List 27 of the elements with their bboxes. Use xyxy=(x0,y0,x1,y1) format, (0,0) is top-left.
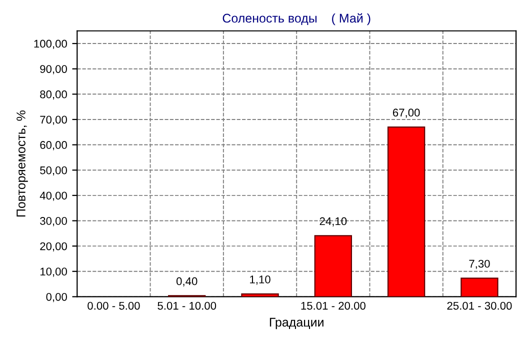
y-tick-label: 70,00 xyxy=(40,116,67,125)
y-tick-label: 0,00 xyxy=(46,292,67,302)
y-tick-label: 50,00 xyxy=(40,166,67,176)
data-label: 0,40 xyxy=(176,277,198,286)
bar xyxy=(314,235,352,297)
bar xyxy=(241,293,279,297)
y-tick-label: 90,00 xyxy=(40,65,67,74)
x-tick-label: 5.01 - 10.00 xyxy=(158,302,216,310)
data-label: 24,10 xyxy=(320,217,347,226)
y-tick-label: 30,00 xyxy=(40,217,67,226)
y-axis-title: Повторяемость, % xyxy=(16,110,28,216)
bar xyxy=(387,126,426,297)
y-tick-label: 100,00 xyxy=(34,40,67,49)
x-tick-label: 0.00 - 5.00 xyxy=(88,302,140,310)
x-tick-label: 25.01 - 30.00 xyxy=(447,302,512,310)
y-tick-label: 40,00 xyxy=(40,192,67,201)
data-label: 67,00 xyxy=(392,108,420,118)
chart-title: Соленость воды ( Май ) xyxy=(222,13,370,26)
y-tick-label: 20,00 xyxy=(40,242,67,252)
x-axis-title: Градации xyxy=(270,318,324,330)
bar xyxy=(460,278,498,297)
data-label: 7,30 xyxy=(469,260,490,269)
y-tick-label: 80,00 xyxy=(40,90,67,100)
y-tick-label: 60,00 xyxy=(40,141,67,150)
data-label: 1,10 xyxy=(250,276,270,285)
y-tick-label: 10,00 xyxy=(40,268,67,277)
x-tick-label: 15.01 - 20.00 xyxy=(301,302,366,310)
